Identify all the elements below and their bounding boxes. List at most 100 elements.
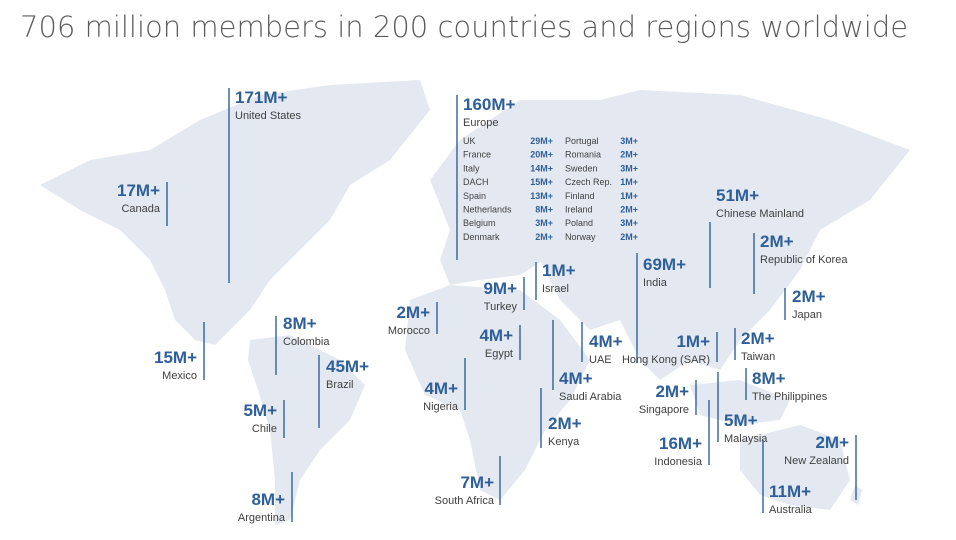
region-name: Nigeria	[423, 401, 459, 413]
region-value: 7M+	[460, 473, 494, 492]
region-name: Australia	[769, 504, 813, 516]
europe-country: Belgium	[463, 218, 496, 228]
region-name: UAE	[589, 354, 612, 366]
europe-value: 1M+	[620, 191, 638, 201]
europe-value: 1M+	[620, 177, 638, 187]
europe-value: 2M+	[535, 232, 553, 242]
europe-value: 29M+	[530, 136, 553, 146]
region-value: 4M+	[589, 332, 623, 351]
region-value: 2M+	[760, 232, 794, 251]
europe-value: 3M+	[535, 218, 553, 228]
europe-country: Romania	[565, 150, 601, 160]
region-value: 4M+	[559, 369, 593, 388]
region-value: 2M+	[792, 287, 826, 306]
europe-country: Sweden	[565, 163, 598, 173]
region-value: 16M+	[659, 434, 702, 453]
europe-country: Ireland	[565, 205, 593, 215]
region-name: Morocco	[388, 325, 430, 337]
region-value: 8M+	[251, 490, 285, 509]
europe-country: Czech Rep.	[565, 177, 612, 187]
region-name: South Africa	[435, 495, 495, 507]
europe-country: Spain	[463, 191, 486, 201]
europe-country: Norway	[565, 232, 596, 242]
region-value: 8M+	[283, 314, 317, 333]
continents	[40, 80, 910, 525]
region-name: Argentina	[238, 512, 286, 524]
europe-value: 13M+	[530, 191, 553, 201]
region-name: Singapore	[639, 404, 689, 416]
region-name: Hong Kong (SAR)	[622, 354, 710, 366]
region-value: 9M+	[483, 279, 517, 298]
region-value: 2M+	[548, 414, 582, 433]
region-value: 171M+	[235, 88, 288, 107]
region-value: 2M+	[741, 329, 775, 348]
region-name: Japan	[792, 309, 822, 321]
europe-country: Denmark	[463, 232, 500, 242]
europe-country: France	[463, 150, 491, 160]
region-value: 2M+	[655, 382, 689, 401]
europe-value: 14M+	[530, 163, 553, 173]
africa	[405, 285, 590, 500]
region-value: 17M+	[117, 181, 160, 200]
region-value: 51M+	[716, 186, 759, 205]
region-value: 8M+	[752, 369, 786, 388]
region-name: Mexico	[162, 370, 197, 382]
region-name: Europe	[463, 117, 498, 129]
region-name: Turkey	[484, 301, 518, 313]
southeast-asia	[690, 380, 790, 425]
region-value: 45M+	[326, 357, 369, 376]
europe-country: Finland	[565, 191, 595, 201]
europe-country: Italy	[463, 163, 480, 173]
region-name: Brazil	[326, 379, 354, 391]
region-value: 4M+	[479, 326, 513, 345]
region-name: Republic of Korea	[760, 254, 848, 266]
region-name: United States	[235, 110, 302, 122]
europe-value: 8M+	[535, 205, 553, 215]
region-value: 2M+	[396, 303, 430, 322]
europe-breakdown: UK 29M+ France 20M+ Italy 14M+ DACH 15M+ Spain 13…	[463, 136, 638, 242]
region-value: 1M+	[542, 261, 576, 280]
region-name: Chile	[252, 423, 277, 435]
europe-country: Poland	[565, 218, 593, 228]
region-value: 69M+	[643, 255, 686, 274]
europe-country: UK	[463, 136, 476, 146]
europe-value: 2M+	[620, 232, 638, 242]
region-value: 2M+	[815, 433, 849, 452]
europe-value: 3M+	[620, 218, 638, 228]
asia	[540, 90, 910, 380]
region-value: 1M+	[676, 332, 710, 351]
region-name: Israel	[542, 283, 569, 295]
europe-value: 20M+	[530, 150, 553, 160]
region-name: India	[643, 277, 668, 289]
region-name: The Philippines	[752, 391, 828, 403]
europe-country: Netherlands	[463, 205, 512, 215]
europe-value: 2M+	[620, 150, 638, 160]
europe-value: 3M+	[620, 136, 638, 146]
region-value: 11M+	[769, 482, 811, 501]
region-name: Kenya	[548, 436, 580, 448]
europe-country: Portugal	[565, 136, 599, 146]
region-name: Malaysia	[724, 433, 768, 445]
europe-value: 3M+	[620, 163, 638, 173]
region-value: 5M+	[724, 411, 758, 430]
region-name: Indonesia	[654, 456, 703, 468]
region-labels: 171M+ United States 17M+ Canada 15M+ Mexico 8M…	[117, 88, 857, 524]
region-name: Egypt	[485, 348, 513, 360]
region-value: 4M+	[424, 379, 458, 398]
region-name: Taiwan	[741, 351, 775, 363]
region-value: 5M+	[243, 401, 277, 420]
europe-value: 2M+	[620, 205, 638, 215]
region-name: Canada	[121, 203, 160, 215]
north-america	[40, 80, 430, 345]
region-name: New Zealand	[784, 455, 849, 467]
region-name: Saudi Arabia	[559, 391, 622, 403]
region-value: 160M+	[463, 95, 516, 114]
australia	[740, 425, 850, 510]
page-title: 706 million members in 200 countries and…	[20, 10, 908, 44]
region-name: Chinese Mainland	[716, 208, 804, 220]
region-value: 15M+	[154, 348, 197, 367]
region-name: Colombia	[283, 336, 330, 348]
south-america	[248, 335, 365, 525]
europe-country: DACH	[463, 177, 489, 187]
